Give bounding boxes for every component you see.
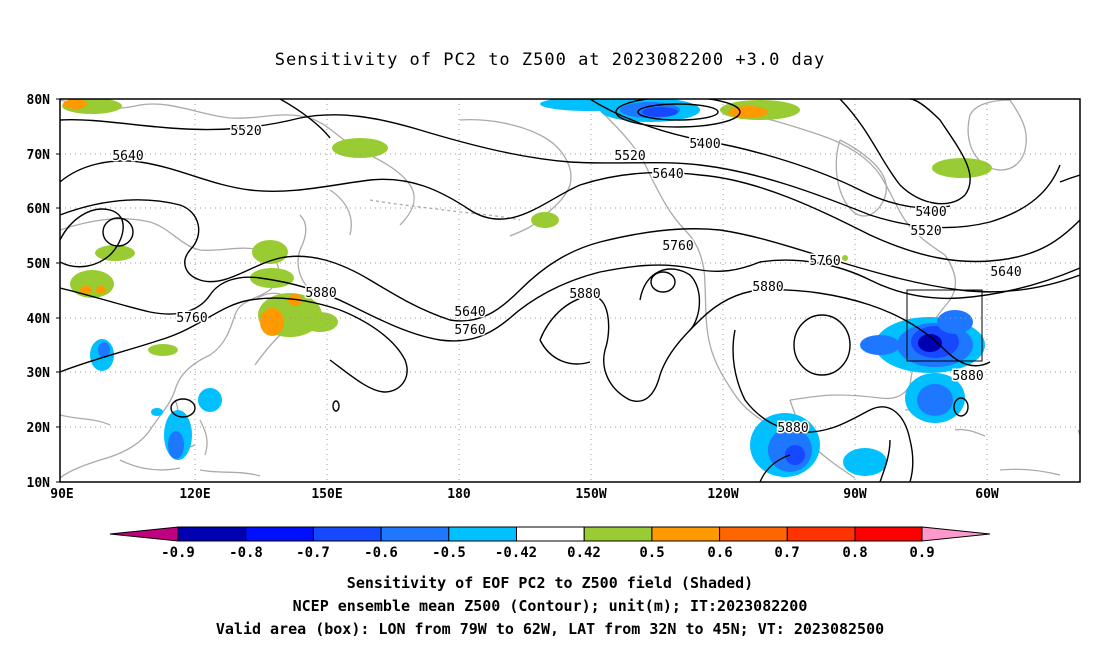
- colorbar-cell: [719, 526, 788, 542]
- contour-label: 5880: [569, 287, 600, 302]
- colorbar-cell: [651, 526, 721, 542]
- lon-label: 120E: [179, 487, 210, 502]
- lat-label: 20N: [27, 421, 51, 436]
- colorbar-max-triangle: [921, 526, 991, 542]
- lat-labels: 80N 70N 60N 50N 40N 30N 20N 10N: [27, 93, 51, 491]
- contour-label: 5880: [777, 421, 808, 436]
- colorbar-tick: -0.8: [229, 545, 263, 561]
- sensitivity-shading: [62, 99, 992, 477]
- contour-label: 5640: [454, 305, 485, 320]
- map-frame: [59, 98, 1081, 483]
- lat-label: 30N: [27, 366, 51, 381]
- lat-label: 80N: [27, 93, 51, 108]
- colorbar-tick: 0.9: [909, 545, 934, 561]
- contour-label: 5760: [662, 239, 693, 254]
- lat-label: 60N: [27, 202, 51, 217]
- colorbar-tick: 0.6: [707, 545, 732, 561]
- colorbar-tick: -0.7: [296, 545, 330, 561]
- colorbar-tick: -0.5: [432, 545, 466, 561]
- contour-label: 5880: [305, 286, 336, 301]
- contour-label: 5760: [176, 311, 207, 326]
- lon-labels: 90E 120E 150E 180 150W 120W 90W 60W: [50, 487, 999, 502]
- contour-label: 5640: [990, 265, 1021, 280]
- lon-label: 150E: [311, 487, 342, 502]
- map-svg: 5520 5640 5400 5520 5640 5760 5400 5520 …: [27, 93, 1081, 561]
- lat-label: 10N: [27, 476, 51, 491]
- contour-label: 5760: [809, 254, 840, 269]
- valid-area-box: [906, 289, 983, 362]
- colorbar-tick: 0.8: [842, 545, 867, 561]
- contour-label: 5880: [752, 280, 783, 295]
- lon-label: 60W: [975, 487, 999, 502]
- colorbar-cell: [245, 526, 314, 542]
- caption-line-3: Valid area (box): LON from 79W to 62W, L…: [215, 620, 885, 638]
- tick-marks: [56, 98, 60, 483]
- contour-label: 5400: [915, 205, 946, 220]
- colorbar-cell: [312, 526, 382, 542]
- colorbar-cell: [854, 526, 923, 542]
- colorbar-tick: -0.6: [364, 545, 398, 561]
- colorbar-cell: [786, 526, 856, 542]
- contour-label: 5880: [952, 369, 983, 384]
- colorbar-cell: [448, 526, 517, 542]
- contour-label: 5760: [454, 323, 485, 338]
- contour-labels: 5520 5640 5400 5520 5640 5760 5400 5520 …: [111, 123, 1023, 438]
- contour-label: 5400: [689, 137, 720, 152]
- colorbar-cell: [583, 526, 653, 542]
- lon-label: 90E: [50, 487, 73, 502]
- contour-label: 5520: [614, 149, 645, 164]
- colorbar-tick: -0.9: [161, 545, 195, 561]
- coastlines: [60, 99, 1080, 479]
- lat-label: 50N: [27, 257, 51, 272]
- contour-label: 5520: [230, 124, 261, 139]
- colorbar-min-triangle: [109, 526, 179, 542]
- colorbar-tick: -0.42: [495, 545, 537, 561]
- lon-label: 180: [447, 487, 471, 502]
- gridlines: [60, 99, 1080, 482]
- caption-line-2: NCEP ensemble mean Z500 (Contour); unit(…: [292, 597, 808, 615]
- lon-label: 120W: [707, 487, 738, 502]
- caption-line-1: Sensitivity of EOF PC2 to Z500 field (Sh…: [346, 574, 754, 592]
- colorbar: [109, 526, 991, 542]
- contour-label: 5640: [112, 149, 143, 164]
- colorbar-cell: [516, 526, 585, 542]
- colorbar-tick: 0.7: [774, 545, 799, 561]
- lat-label: 40N: [27, 312, 51, 327]
- contour-label: 5520: [910, 224, 941, 239]
- z500-contours: [60, 99, 1080, 482]
- chart-title: Sensitivity of PC2 to Z500 at 2023082200…: [274, 50, 826, 70]
- colorbar-tick: 0.5: [639, 545, 664, 561]
- lon-label: 150W: [575, 487, 606, 502]
- lat-label: 70N: [27, 148, 51, 163]
- colorbar-tick: 0.42: [567, 545, 601, 561]
- colorbar-cell: [177, 526, 247, 542]
- lon-label: 90W: [843, 487, 867, 502]
- contour-label: 5640: [652, 167, 683, 182]
- colorbar-cell: [380, 526, 450, 542]
- colorbar-ticks: -0.9 -0.8 -0.7 -0.6 -0.5 -0.42 0.42 0.5 …: [161, 545, 935, 561]
